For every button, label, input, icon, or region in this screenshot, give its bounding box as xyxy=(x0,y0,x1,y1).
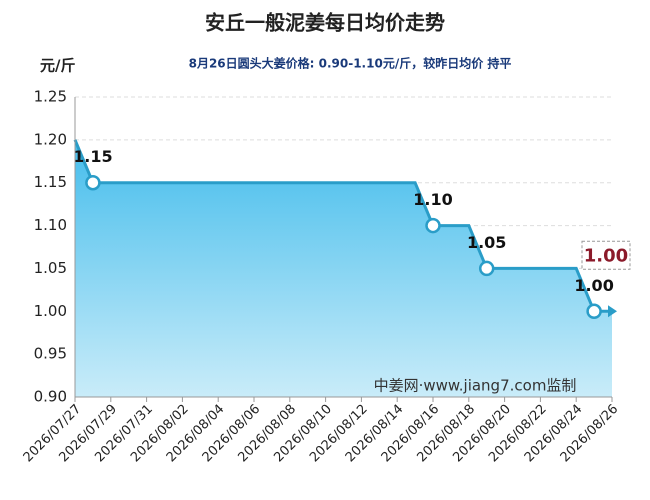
chart-title: 安丘一般泥姜每日均价走势 xyxy=(205,11,445,35)
y-tick-label: 1.05 xyxy=(34,259,67,277)
y-tick-label: 0.95 xyxy=(34,345,67,363)
marker xyxy=(425,217,441,234)
y-tick-label: 1.15 xyxy=(34,173,67,191)
y-tick-label: 1.25 xyxy=(34,88,67,106)
latest-box xyxy=(581,240,631,270)
marker xyxy=(586,303,602,320)
y-tick-label: 1.00 xyxy=(34,302,67,320)
marker xyxy=(478,260,495,277)
latest-label: 1.00 xyxy=(584,245,628,266)
subtitle: 8月26日圆头大姜价格: 0.90-1.10元/斤，较昨日均价 持平 xyxy=(189,56,512,71)
y-tick-label: 1.10 xyxy=(34,216,67,234)
end-arrow xyxy=(608,305,617,318)
data-label: 1.00 xyxy=(574,276,613,295)
y-tick-label: 1.20 xyxy=(34,130,67,148)
watermark: 中姜网·www.jiang7.com监制 xyxy=(374,377,577,395)
data-label: 1.10 xyxy=(413,190,452,209)
marker xyxy=(85,174,101,191)
line xyxy=(73,139,612,313)
y-tick-label: 0.90 xyxy=(34,388,67,406)
data-label: 1.15 xyxy=(73,147,112,166)
area xyxy=(75,139,612,397)
data-label: 1.05 xyxy=(467,233,506,252)
y-unit: 元/斤 xyxy=(40,57,75,75)
